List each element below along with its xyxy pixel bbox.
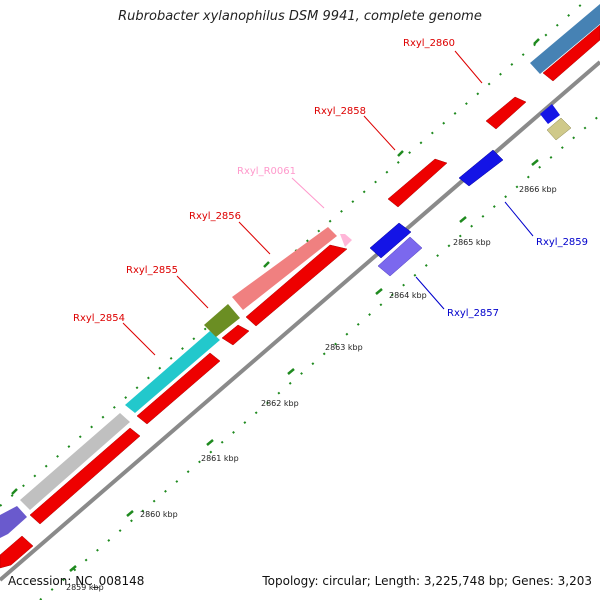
kbp-label-2864: 2864 kbp xyxy=(389,291,427,300)
gene-arrow xyxy=(369,222,412,259)
gene-arrow xyxy=(232,227,337,310)
gene-arrow xyxy=(485,96,527,130)
gene-arrow xyxy=(136,352,221,425)
gene-arrow xyxy=(204,304,240,337)
gene-arrow xyxy=(20,413,130,510)
kbp-label-2862: 2862 kbp xyxy=(261,399,299,408)
label-leaders xyxy=(122,50,534,356)
gene-arrow xyxy=(29,427,141,525)
gene-label-rxyl-2854: Rxyl_2854 xyxy=(73,313,125,324)
gene-arrow xyxy=(546,117,572,141)
gene-arrow xyxy=(540,104,560,124)
gene-arrow xyxy=(340,234,352,247)
gene-arrow xyxy=(245,244,348,327)
gene-label-rxyl-2858: Rxyl_2858 xyxy=(314,106,366,117)
reverse-genes xyxy=(369,104,572,277)
genome-backbone xyxy=(0,60,600,582)
kbp-label-2860: 2860 kbp xyxy=(140,510,178,519)
kbp-label-2866: 2866 kbp xyxy=(519,185,557,194)
gene-label-rxyl-2859: Rxyl_2859 xyxy=(536,237,588,248)
gene-label-rxyl-2856: Rxyl_2856 xyxy=(189,211,241,222)
gene-arrow xyxy=(0,506,27,538)
kbp-label-2859: 2859 kbp xyxy=(66,583,104,592)
kbp-label-2863: 2863 kbp xyxy=(325,343,363,352)
gene-arrow xyxy=(0,535,34,569)
major-ticks xyxy=(69,159,539,572)
gene-arrow xyxy=(542,24,600,82)
kbp-label-2861: 2861 kbp xyxy=(201,454,239,463)
gene-arrow xyxy=(125,331,220,413)
gene-arrow xyxy=(458,149,504,187)
gene-arrow xyxy=(377,236,423,277)
gene-label-rxyl-2860: Rxyl_2860 xyxy=(403,38,455,49)
gene-label-rxyl-2857: Rxyl_2857 xyxy=(447,308,499,319)
gene-arrow xyxy=(387,158,448,208)
genome-summary-text: Topology: circular; Length: 3,225,748 bp… xyxy=(262,574,592,588)
inner-tick-track xyxy=(39,114,600,600)
accession-text: Accession: NC_008148 xyxy=(8,574,145,588)
gene-arrow xyxy=(530,4,600,74)
forward-genes-outer xyxy=(0,4,600,538)
map-title: Rubrobacter xylanophilus DSM 9941, compl… xyxy=(118,9,482,24)
gene-label-rxyl-2855: Rxyl_2855 xyxy=(126,265,178,276)
outer-major-ticks xyxy=(11,38,540,495)
kbp-label-2865: 2865 kbp xyxy=(453,238,491,247)
forward-genes-inner xyxy=(0,24,600,569)
gene-arrow xyxy=(221,324,250,346)
gene-label-rxyl-r0061: Rxyl_R0061 xyxy=(237,166,296,177)
